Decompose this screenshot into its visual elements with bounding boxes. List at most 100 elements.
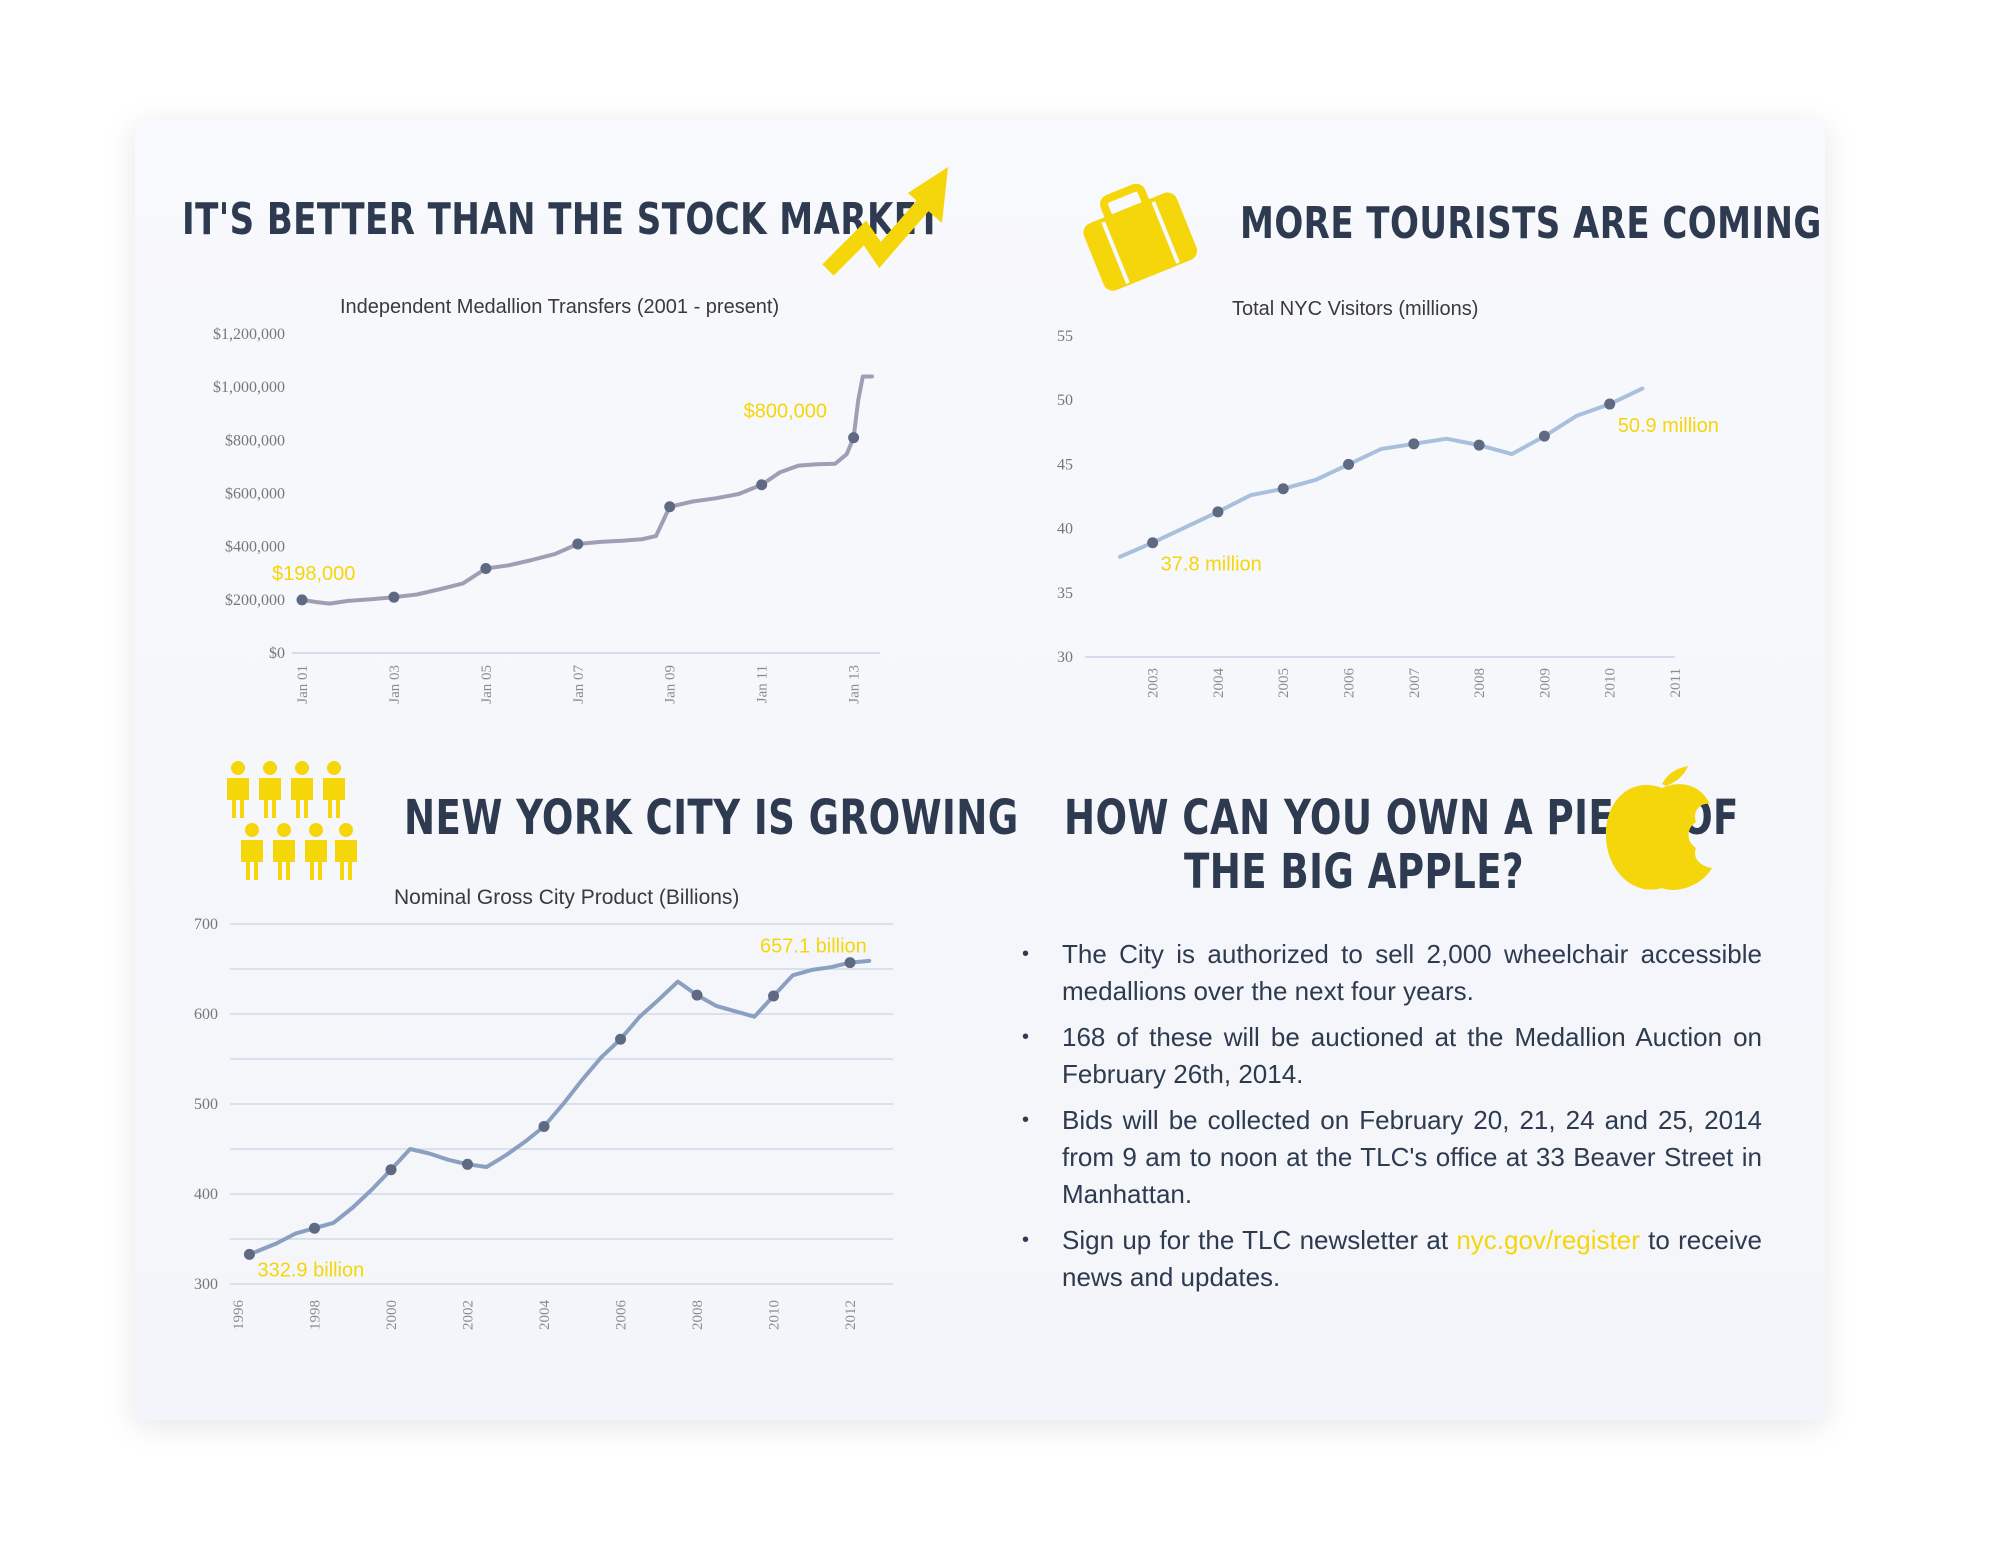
person-figure: [291, 761, 313, 818]
data-point: [385, 1164, 397, 1176]
person-figure: [259, 761, 281, 818]
growing-heading: NEW YORK CITY IS GROWING: [404, 790, 1019, 846]
person-figure: [227, 761, 249, 818]
x-tick-label: 2008: [690, 1300, 706, 1330]
data-point: [1343, 458, 1355, 470]
bullet-text-wheelchair: The City is authorized to sell 2,000 whe…: [1062, 939, 1762, 1006]
data-label: 37.8 million: [1161, 554, 1262, 576]
medallion-chart-title: Independent Medallion Transfers (2001 - …: [340, 296, 780, 318]
gcp-chart-title: Nominal Gross City Product (Billions): [394, 886, 740, 909]
x-tick-label: 2004: [537, 1300, 553, 1331]
apple-heading-line2: THE BIG APPLE?: [1184, 844, 1524, 900]
signup-text-before: Sign up for the TLC newsletter at: [1062, 1225, 1449, 1255]
bullet-item: Sign up for the TLC newsletter at nyc.go…: [1022, 1222, 1762, 1296]
data-point: [615, 1033, 627, 1045]
data-point: [1538, 430, 1550, 442]
y-tick-label: 50: [1057, 392, 1073, 409]
x-tick-label: 2009: [1537, 668, 1553, 698]
person-figure: [335, 823, 357, 880]
signup-text-after: to receive news and updates.: [1062, 1225, 1762, 1292]
data-label: 50.9 million: [1618, 415, 1719, 437]
x-tick-label: 2007: [1407, 668, 1423, 699]
y-tick-label: $1,200,000: [213, 326, 285, 343]
data-point: [243, 1248, 255, 1260]
y-tick-label: 45: [1057, 456, 1073, 473]
data-point: [844, 957, 856, 969]
y-tick-label: 35: [1057, 585, 1073, 602]
y-tick-label: 400: [194, 1186, 218, 1203]
data-point: [538, 1121, 550, 1132]
data-label: 332.9 billion: [257, 1259, 364, 1281]
x-tick-label: 2008: [1472, 668, 1488, 698]
y-tick-label: $0: [269, 645, 285, 662]
y-tick-label: $600,000: [225, 486, 285, 503]
data-point: [691, 989, 703, 1001]
x-tick-label: 1996: [231, 1300, 247, 1331]
data-label: $198,000: [272, 563, 355, 585]
x-tick-label: 2010: [767, 1300, 783, 1330]
person-figure: [273, 823, 295, 880]
y-tick-label: 300: [194, 1276, 218, 1293]
x-tick-label: 2004: [1211, 668, 1227, 699]
x-tick-label: Jan 13: [847, 665, 863, 704]
people-icon: [227, 761, 357, 880]
data-point: [462, 1158, 474, 1170]
y-tick-label: 600: [194, 1006, 218, 1023]
x-tick-label: 2006: [1342, 668, 1358, 699]
tourists-heading: MORE TOURISTS ARE COMING: [1240, 198, 1822, 249]
series-line: [247, 958, 872, 1257]
y-tick-label: 700: [194, 916, 218, 933]
data-point: [1604, 398, 1616, 410]
person-figure: [323, 761, 345, 818]
data-point: [768, 990, 780, 1002]
data-point: [572, 538, 584, 550]
x-tick-label: Jan 09: [663, 665, 679, 704]
x-tick-label: 1998: [308, 1300, 324, 1330]
apple-bullet-list: The City is authorized to sell 2,000 whe…: [1022, 936, 1762, 1305]
data-point: [1277, 483, 1289, 495]
data-point: [1408, 438, 1420, 450]
x-tick-label: 2002: [461, 1300, 477, 1330]
x-tick-label: Jan 03: [387, 665, 403, 704]
x-tick-label: 2012: [843, 1300, 859, 1330]
x-tick-label: Jan 07: [571, 665, 587, 704]
bitten-apple-icon: [1605, 766, 1712, 890]
x-tick-label: Jan 01: [295, 665, 311, 704]
x-tick-label: 2011: [1668, 668, 1684, 697]
bullet-text-bids: Bids will be collected on February 20, 2…: [1062, 1105, 1762, 1209]
data-point: [756, 479, 768, 491]
y-tick-label: 30: [1057, 649, 1073, 666]
data-point: [1473, 439, 1485, 451]
series-line: [1118, 386, 1645, 559]
x-tick-label: Jan 11: [755, 665, 771, 703]
y-tick-label: $400,000: [225, 539, 285, 556]
x-tick-label: Jan 05: [479, 665, 495, 704]
data-point: [1147, 537, 1159, 549]
y-tick-label: $800,000: [225, 432, 285, 449]
data-point: [388, 591, 400, 603]
person-figure: [305, 823, 327, 880]
data-point: [309, 1222, 321, 1234]
visitors-chart-title: Total NYC Visitors (millions): [1232, 298, 1479, 320]
data-label: $800,000: [744, 401, 827, 423]
suitcase-icon: [1083, 183, 1198, 291]
y-tick-label: $1,000,000: [213, 379, 285, 396]
data-point: [664, 501, 676, 513]
data-point: [480, 562, 492, 574]
x-tick-label: 2005: [1276, 668, 1292, 698]
data-point: [1212, 506, 1224, 518]
y-tick-label: $200,000: [225, 592, 285, 609]
rising-arrow-icon: [822, 167, 948, 276]
stock-heading: IT'S BETTER THAN THE STOCK MARKET: [182, 194, 942, 245]
data-point: [296, 594, 308, 606]
bullet-text-auction: 168 of these will be auctioned at the Me…: [1062, 1022, 1762, 1089]
bullet-item: 168 of these will be auctioned at the Me…: [1022, 1019, 1762, 1093]
register-link[interactable]: nyc.gov/register: [1456, 1225, 1640, 1255]
y-tick-label: 55: [1057, 328, 1073, 345]
data-point: [848, 432, 860, 444]
x-tick-label: 2000: [384, 1300, 400, 1330]
bullet-item: The City is authorized to sell 2,000 whe…: [1022, 936, 1762, 1010]
